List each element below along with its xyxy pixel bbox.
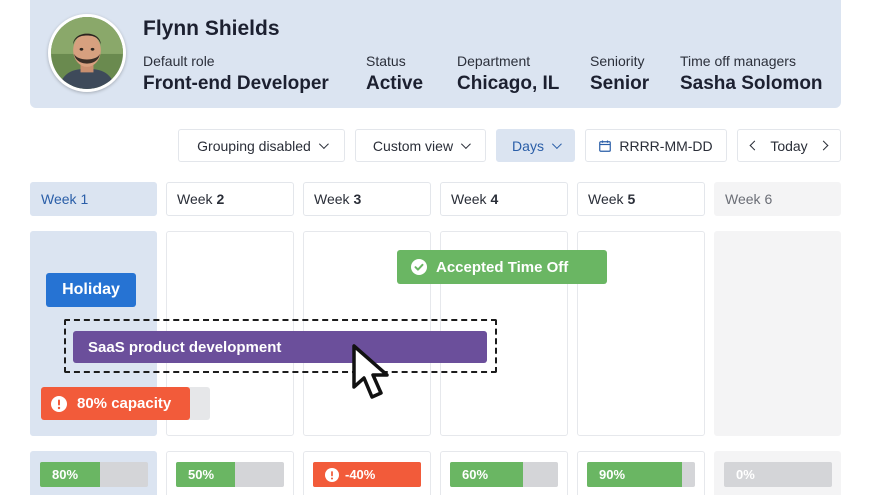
utilization-bar: 60%	[450, 462, 558, 487]
today-label[interactable]: Today	[770, 137, 808, 154]
chevron-left-icon[interactable]	[749, 140, 760, 151]
utilization-fill	[450, 462, 524, 487]
week-header-5[interactable]: Week 5	[577, 182, 705, 216]
field-time-off-managers: Time off managers Sasha Solomon	[680, 53, 823, 95]
field-seniority: Seniority Senior	[590, 53, 649, 95]
week-header-6[interactable]: Week 6	[714, 182, 841, 216]
mouse-pointer-icon	[352, 344, 389, 399]
utilization-label: 90%	[599, 467, 626, 482]
date-placeholder: RRRR-MM-DD	[619, 137, 713, 154]
scale-dropdown[interactable]: Days	[496, 129, 575, 162]
week-number: 1	[80, 191, 89, 207]
view-label: Custom view	[372, 137, 454, 154]
week-prefix: Week	[314, 191, 350, 207]
profile-card: Flynn Shields Default role Front-end Dev…	[30, 0, 841, 108]
week-header-1[interactable]: Week 1	[30, 182, 157, 216]
utilization-cell-1: 80%	[30, 451, 157, 495]
employee-name: Flynn Shields	[143, 17, 280, 40]
capacity-label: 80% capacity	[77, 395, 172, 412]
utilization-bar: 80%	[40, 462, 148, 487]
week-header-3[interactable]: Week 3	[303, 182, 431, 216]
field-label: Default role	[143, 53, 215, 69]
week-number: 3	[353, 191, 362, 207]
week-column-6[interactable]	[714, 231, 841, 436]
week-number: 2	[216, 191, 225, 207]
utilization-cell-4: 60%	[440, 451, 568, 495]
field-status: Status Active	[366, 53, 423, 95]
field-department: Department Chicago, IL	[457, 53, 559, 95]
utilization-label: 0%	[736, 467, 755, 482]
chevron-down-icon	[461, 139, 471, 150]
accepted-time-off-event[interactable]: Accepted Time Off	[397, 250, 607, 284]
week-prefix: Week	[177, 191, 213, 207]
chevron-down-icon	[551, 139, 562, 150]
view-dropdown[interactable]: Custom view	[355, 129, 486, 162]
check-circle-icon	[411, 259, 427, 275]
field-value: Sasha Solomon	[680, 73, 823, 94]
field-value: Senior	[590, 73, 650, 94]
utilization-bar: 90%	[587, 462, 695, 487]
utilization-cell-6: 0%	[714, 451, 841, 495]
holiday-event[interactable]: Holiday	[46, 273, 136, 307]
field-default-role: Default role Front-end Developer	[143, 53, 329, 95]
utilization-label: 60%	[462, 467, 489, 482]
chevron-down-icon	[318, 139, 329, 150]
avatar[interactable]	[48, 14, 126, 92]
avatar-portrait-icon	[51, 17, 123, 89]
utilization-fill	[587, 462, 683, 487]
field-label: Department	[457, 53, 531, 69]
utilization-label: 50%	[188, 467, 215, 482]
field-value: Active	[366, 73, 424, 94]
field-value: Chicago, IL	[457, 73, 560, 94]
field-label: Seniority	[590, 53, 645, 69]
week-header-4[interactable]: Week 4	[440, 182, 568, 216]
field-label: Time off managers	[680, 53, 796, 69]
week-number: 4	[490, 191, 499, 207]
today-navigator[interactable]: Today	[737, 129, 841, 162]
utilization-label: -40%	[345, 467, 376, 482]
exclamation-circle-icon	[51, 395, 67, 412]
utilization-cell-5: 90%	[577, 451, 705, 495]
project-event[interactable]: SaaS product development	[73, 331, 487, 363]
capacity-warning[interactable]: 80% capacity	[41, 387, 190, 420]
utilization-bar: 0%	[724, 462, 832, 487]
exclamation-circle-icon	[325, 467, 339, 482]
scale-label: Days	[512, 137, 544, 154]
week-prefix: Week	[41, 191, 77, 207]
utilization-bar: -40%	[313, 462, 421, 487]
field-value: Front-end Developer	[143, 73, 329, 94]
week-number: 5	[627, 191, 636, 207]
week-prefix: Week	[588, 191, 624, 207]
week-header-2[interactable]: Week 2	[166, 182, 294, 216]
utilization-fill	[40, 462, 101, 487]
field-label: Status	[366, 53, 406, 69]
calendar-icon	[599, 140, 612, 152]
utilization-bar: 50%	[176, 462, 284, 487]
chevron-right-icon[interactable]	[818, 140, 829, 151]
week-prefix: Week	[725, 191, 761, 207]
grouping-dropdown[interactable]: Grouping disabled	[178, 129, 345, 162]
utilization-cell-2: 50%	[166, 451, 294, 495]
week-prefix: Week	[451, 191, 487, 207]
week-number: 6	[764, 191, 773, 207]
drag-selection-box	[64, 319, 497, 373]
utilization-label: 80%	[52, 467, 79, 482]
accepted-time-off-label: Accepted Time Off	[436, 258, 569, 276]
grouping-label: Grouping disabled	[197, 137, 311, 154]
utilization-fill	[176, 462, 236, 487]
date-picker[interactable]: RRRR-MM-DD	[585, 129, 727, 162]
utilization-cell-3: -40%	[303, 451, 431, 495]
